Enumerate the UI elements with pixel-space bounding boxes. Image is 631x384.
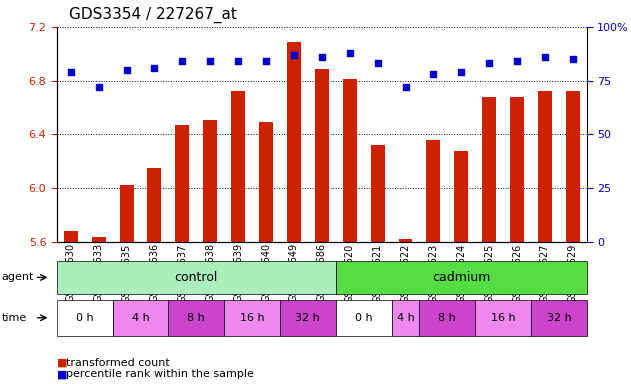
Bar bbox=[343, 79, 357, 242]
Text: control: control bbox=[175, 271, 218, 284]
Point bbox=[289, 52, 299, 58]
Text: agent: agent bbox=[1, 272, 33, 283]
Text: percentile rank within the sample: percentile rank within the sample bbox=[66, 369, 254, 379]
Text: 32 h: 32 h bbox=[546, 313, 571, 323]
Point bbox=[568, 56, 578, 62]
Bar bbox=[538, 91, 552, 242]
Point bbox=[401, 84, 411, 90]
Point bbox=[456, 69, 466, 75]
Point bbox=[317, 54, 327, 60]
Point bbox=[261, 58, 271, 65]
Bar bbox=[427, 140, 440, 242]
Point bbox=[345, 50, 355, 56]
Bar bbox=[203, 119, 217, 242]
Point bbox=[540, 54, 550, 60]
Text: 16 h: 16 h bbox=[240, 313, 264, 323]
Bar bbox=[399, 239, 413, 242]
Point bbox=[233, 58, 243, 65]
Bar bbox=[64, 231, 78, 242]
Point bbox=[484, 60, 494, 66]
Text: 0 h: 0 h bbox=[355, 313, 372, 323]
Bar bbox=[91, 237, 105, 242]
Bar bbox=[175, 125, 189, 242]
Bar bbox=[454, 151, 468, 242]
Point bbox=[93, 84, 103, 90]
Point bbox=[177, 58, 187, 65]
Text: 8 h: 8 h bbox=[187, 313, 205, 323]
Text: 16 h: 16 h bbox=[491, 313, 516, 323]
Text: GDS3354 / 227267_at: GDS3354 / 227267_at bbox=[69, 7, 237, 23]
Text: time: time bbox=[1, 313, 27, 323]
Bar bbox=[566, 91, 580, 242]
Bar bbox=[482, 97, 496, 242]
Point bbox=[150, 65, 160, 71]
Text: ■: ■ bbox=[57, 369, 68, 379]
Point bbox=[372, 60, 382, 66]
Text: ■: ■ bbox=[57, 358, 68, 368]
Point bbox=[428, 71, 439, 77]
Point bbox=[66, 69, 76, 75]
Bar bbox=[315, 68, 329, 242]
Text: transformed count: transformed count bbox=[66, 358, 170, 368]
Bar bbox=[148, 168, 162, 242]
Bar bbox=[119, 185, 134, 242]
Bar bbox=[370, 145, 384, 242]
Text: 4 h: 4 h bbox=[397, 313, 415, 323]
Text: 4 h: 4 h bbox=[132, 313, 150, 323]
Point bbox=[512, 58, 522, 65]
Bar bbox=[510, 97, 524, 242]
Text: cadmium: cadmium bbox=[432, 271, 490, 284]
Bar bbox=[287, 41, 301, 242]
Point bbox=[122, 67, 132, 73]
Text: 8 h: 8 h bbox=[439, 313, 456, 323]
Text: 0 h: 0 h bbox=[76, 313, 93, 323]
Point bbox=[205, 58, 215, 65]
Bar bbox=[231, 91, 245, 242]
Text: 32 h: 32 h bbox=[295, 313, 321, 323]
Bar bbox=[259, 122, 273, 242]
